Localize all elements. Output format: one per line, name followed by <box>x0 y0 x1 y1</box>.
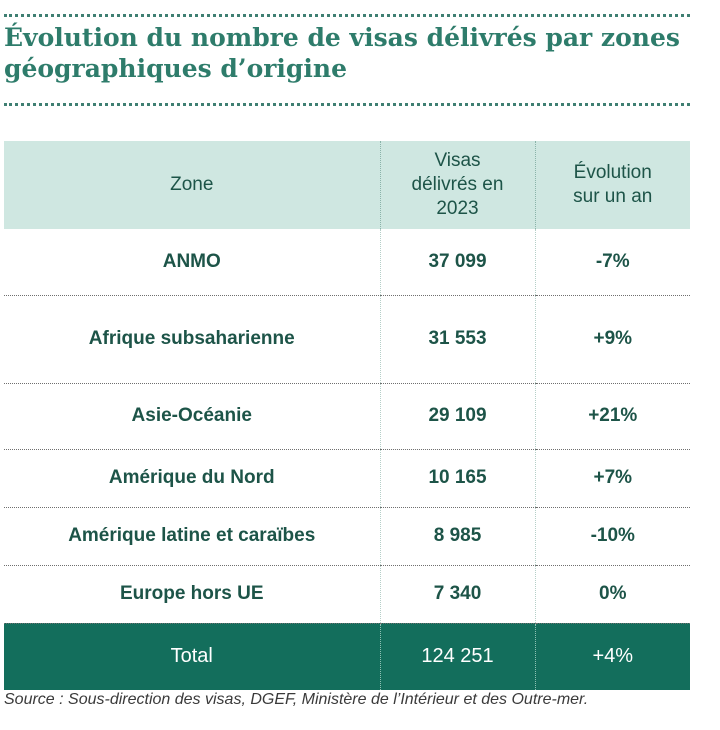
visas-cell: 8 985 <box>379 507 535 566</box>
title-top-dotted-rule <box>4 14 690 17</box>
header-evolution-line: sur un an <box>573 186 653 207</box>
table-row: Europe hors UE 7 340 0% <box>4 565 690 624</box>
evolution-cell: +21% <box>534 383 690 450</box>
visas-cell: 37 099 <box>379 229 535 296</box>
evolution-cell: +9% <box>534 295 690 384</box>
header-visas-line: 2023 <box>436 198 479 219</box>
header-visas-line: Visas <box>434 150 481 171</box>
header-visas-line: délivrés en <box>411 174 504 195</box>
header-visas: Visas délivrés en 2023 <box>379 141 535 229</box>
table-row: Asie-Océanie 29 109 +21% <box>4 383 690 450</box>
table-row: ANMO 37 099 -7% <box>4 229 690 296</box>
visas-cell: 29 109 <box>379 383 535 450</box>
table-row: Afrique subsaharienne 31 553 +9% <box>4 295 690 384</box>
header-zone: Zone <box>4 141 380 229</box>
zone-cell: Amérique du Nord <box>4 449 380 508</box>
evolution-cell: -7% <box>534 229 690 296</box>
table-header-row: Zone Visas délivrés en 2023 Évolution su… <box>4 141 690 229</box>
evolution-cell: -10% <box>534 507 690 566</box>
title-bottom-dotted-rule <box>4 103 690 106</box>
total-evolution: +4% <box>534 623 690 690</box>
total-visas: 124 251 <box>379 623 535 690</box>
evolution-cell: +7% <box>534 449 690 508</box>
zone-cell: Afrique subsaharienne <box>4 295 380 384</box>
zone-cell: ANMO <box>4 229 380 296</box>
total-label: Total <box>4 623 380 690</box>
source-note: Source : Sous-direction des visas, DGEF,… <box>4 691 589 708</box>
header-evolution-line: Évolution <box>573 162 652 183</box>
visas-cell: 10 165 <box>379 449 535 508</box>
evolution-cell: 0% <box>534 565 690 624</box>
header-evolution: Évolution sur un an <box>534 141 690 229</box>
zone-cell: Europe hors UE <box>4 565 380 624</box>
visas-cell: 7 340 <box>379 565 535 624</box>
zone-cell: Amérique latine et caraïbes <box>4 507 380 566</box>
zone-cell: Asie-Océanie <box>4 383 380 450</box>
table-row: Amérique latine et caraïbes 8 985 -10% <box>4 507 690 566</box>
page-title: Évolution du nombre de visas délivrés pa… <box>4 23 680 83</box>
table-row: Amérique du Nord 10 165 +7% <box>4 449 690 508</box>
visas-cell: 31 553 <box>379 295 535 384</box>
visas-table: Zone Visas délivrés en 2023 Évolution su… <box>4 141 690 690</box>
total-row: Total 124 251 +4% <box>4 623 690 690</box>
